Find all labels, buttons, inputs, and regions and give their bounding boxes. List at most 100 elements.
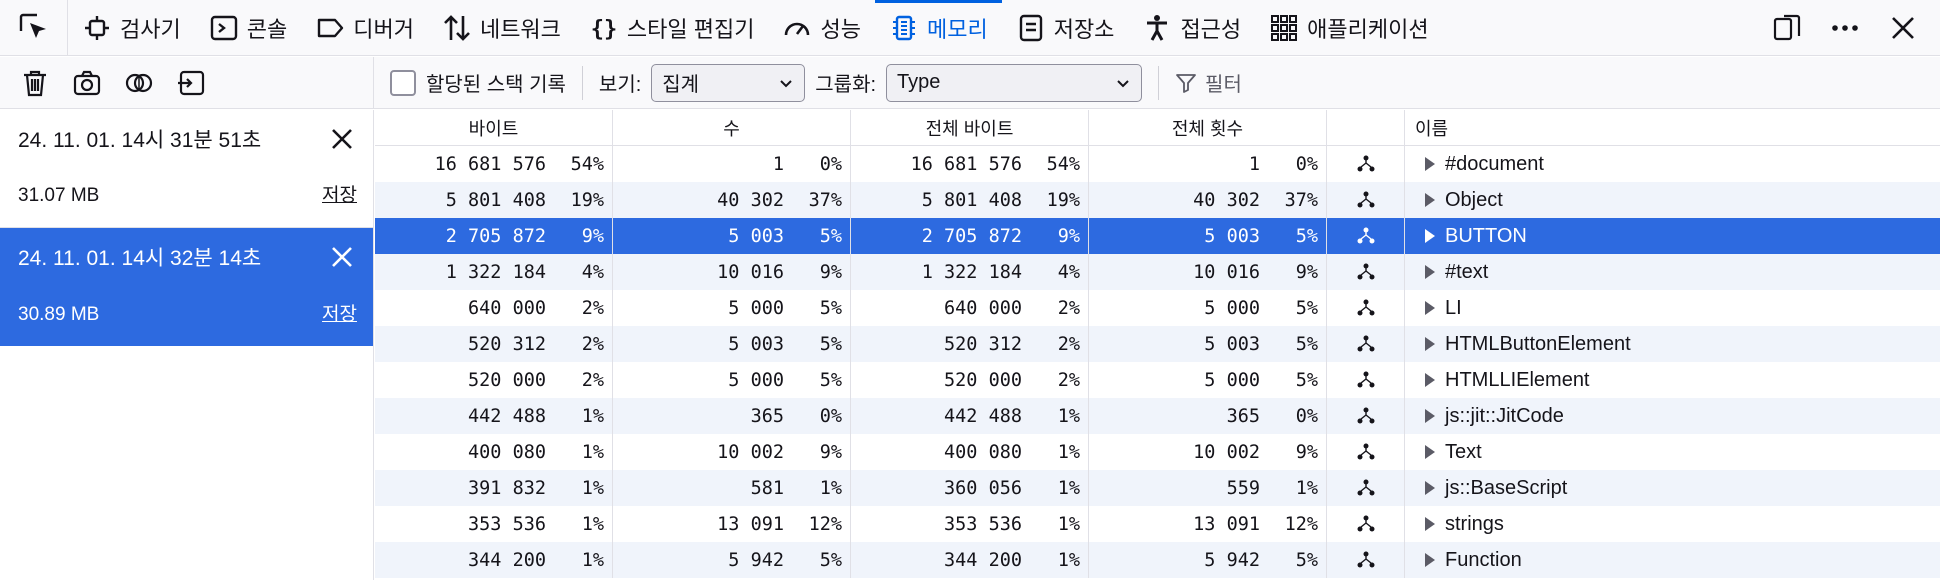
expand-triangle-icon[interactable] (1425, 373, 1435, 387)
tab-performance[interactable]: 성능 (768, 0, 874, 55)
dominator-tree-button[interactable] (1327, 434, 1405, 470)
dominator-tree-button[interactable] (1327, 398, 1405, 434)
cell-value: 391 832 (468, 477, 546, 499)
tab-inspector[interactable]: 검사기 (68, 0, 195, 55)
table-cell: 400 080 1% (375, 434, 613, 470)
dominator-tree-button[interactable] (1327, 146, 1405, 182)
view-select[interactable]: 집계 (651, 63, 806, 102)
expand-triangle-icon[interactable] (1425, 481, 1435, 495)
style-editor-icon: {} (591, 17, 618, 42)
dominator-tree-button[interactable] (1327, 218, 1405, 254)
cell-value: 40 302 (1193, 189, 1260, 211)
dominator-tree-button[interactable] (1327, 470, 1405, 506)
tab-console[interactable]: 콘솔 (195, 0, 301, 55)
column-header[interactable]: 전체 바이트 (851, 110, 1089, 145)
camera-icon[interactable] (72, 68, 102, 98)
expand-triangle-icon[interactable] (1425, 517, 1435, 531)
tab-style-editor[interactable]: {} 스타일 편집기 (575, 0, 769, 55)
column-header[interactable]: 이름 (1415, 118, 1449, 139)
dominators-icon (1357, 227, 1374, 244)
group-select[interactable]: Type (886, 63, 1143, 102)
table-cell: 353 536 1% (375, 506, 613, 542)
expand-triangle-icon[interactable] (1425, 229, 1435, 243)
table-row[interactable]: 400 080 1% 10 002 9% 400 080 1% 10 002 9% Text (375, 434, 1940, 470)
dominator-tree-button[interactable] (1327, 506, 1405, 542)
expand-triangle-icon[interactable] (1425, 157, 1435, 171)
table-row[interactable]: 2 705 872 9% 5 003 5% 2 705 872 9% 5 003 5% BUTT… (375, 218, 1940, 254)
tab-network[interactable]: 네트워크 (428, 0, 575, 55)
table-row[interactable]: 353 536 1% 13 091 12% 353 536 1% 13 091 12% stri… (375, 506, 1940, 542)
cell-percent: 5% (819, 225, 842, 247)
type-name-cell: BUTTON (1405, 218, 1940, 254)
more-options-icon[interactable] (1830, 13, 1860, 43)
column-header[interactable]: 전체 횟수 (1089, 110, 1327, 145)
expand-triangle-icon[interactable] (1425, 193, 1435, 207)
expand-triangle-icon[interactable] (1425, 409, 1435, 423)
filter-input[interactable]: 필터 (1175, 68, 1242, 97)
cell-percent: 2% (581, 333, 604, 355)
table-row[interactable]: 5 801 408 19% 40 302 37% 5 801 408 19% 40 302 3… (375, 182, 1940, 218)
tab-storage[interactable]: 저장소 (1002, 0, 1129, 55)
dock-side-icon[interactable] (1772, 13, 1802, 43)
devtools-toolbar: 검사기 콘솔 디버거 네트워크 {} 스타일 편집기 성능 메모리 저장소 (0, 0, 1940, 56)
save-link[interactable]: 저장 (322, 185, 357, 206)
column-header[interactable]: 수 (613, 110, 851, 145)
cell-percent: 2% (581, 369, 604, 391)
cell-value: 520 000 (944, 369, 1022, 391)
table-cell: 581 1% (613, 470, 851, 506)
tab-application[interactable]: 애플리케이션 (1255, 0, 1442, 55)
cell-value: 442 488 (468, 405, 546, 427)
table-row[interactable]: 520 312 2% 5 003 5% 520 312 2% 5 003 5% HTMLButt… (375, 326, 1940, 362)
expand-triangle-icon[interactable] (1425, 301, 1435, 315)
dominator-tree-button[interactable] (1327, 542, 1405, 578)
table-cell: 400 080 1% (851, 434, 1089, 470)
expand-triangle-icon[interactable] (1425, 553, 1435, 567)
expand-triangle-icon[interactable] (1425, 445, 1435, 459)
column-header[interactable]: 바이트 (375, 110, 613, 145)
snapshot-date: 24. 11. 01. 14시 32분 14초 (18, 247, 262, 270)
column-header (1327, 110, 1405, 145)
cell-value: 16 681 576 (910, 153, 1022, 175)
save-link[interactable]: 저장 (322, 304, 357, 325)
snapshot-item[interactable]: 24. 11. 01. 14시 31분 51초 31.07 MB 저장 (0, 110, 373, 228)
cell-value: 5 000 (1204, 369, 1260, 391)
table-row[interactable]: 442 488 1% 365 0% 442 488 1% 365 0% js::jit::Jit… (375, 398, 1940, 434)
table-cell: 16 681 576 54% (375, 146, 613, 182)
table-row[interactable]: 640 000 2% 5 000 5% 640 000 2% 5 000 5% LI (375, 290, 1940, 326)
tab-memory[interactable]: 메모리 (874, 0, 1002, 55)
table-row[interactable]: 16 681 576 54% 1 0% 16 681 576 54% 1 0% #documen… (375, 146, 1940, 182)
dominators-icon (1357, 443, 1374, 460)
record-stacks-checkbox[interactable] (390, 69, 416, 96)
cell-value: 353 536 (468, 513, 546, 535)
snapshot-item[interactable]: 24. 11. 01. 14시 32분 14초 30.89 MB 저장 (0, 228, 373, 346)
dominator-tree-button[interactable] (1327, 326, 1405, 362)
trash-icon[interactable] (20, 68, 50, 98)
expand-triangle-icon[interactable] (1425, 265, 1435, 279)
table-cell: 40 302 37% (613, 182, 851, 218)
dominator-tree-button[interactable] (1327, 362, 1405, 398)
close-icon[interactable] (329, 244, 355, 270)
dominator-tree-button[interactable] (1327, 290, 1405, 326)
table-row[interactable]: 1 322 184 4% 10 016 9% 1 322 184 4% 10 016 9% #t… (375, 254, 1940, 290)
table-row[interactable]: 391 832 1% 581 1% 360 056 1% 559 1% js::BaseScri… (375, 470, 1940, 506)
dominator-tree-button[interactable] (1327, 182, 1405, 218)
table-row[interactable]: 344 200 1% 5 942 5% 344 200 1% 5 942 5% Function (375, 542, 1940, 578)
diff-snapshots-icon[interactable] (124, 68, 154, 98)
close-devtools-icon[interactable] (1888, 13, 1918, 43)
element-picker-button[interactable] (0, 0, 68, 55)
table-row[interactable]: 520 000 2% 5 000 5% 520 000 2% 5 000 5% HTMLLIEl… (375, 362, 1940, 398)
cell-value: 640 000 (468, 297, 546, 319)
expand-triangle-icon[interactable] (1425, 337, 1435, 351)
tab-accessibility[interactable]: 접근성 (1128, 0, 1255, 55)
dominator-tree-button[interactable] (1327, 254, 1405, 290)
import-snapshot-icon[interactable] (176, 68, 206, 98)
tab-debugger[interactable]: 디버거 (301, 0, 428, 55)
console-icon (210, 15, 237, 40)
snapshot-size: 30.89 MB (18, 304, 100, 325)
type-name-cell: LI (1405, 290, 1940, 326)
cell-value: 640 000 (944, 297, 1022, 319)
tab-label: 디버거 (353, 16, 414, 42)
close-icon[interactable] (329, 126, 355, 152)
tool-tabs: 검사기 콘솔 디버거 네트워크 {} 스타일 편집기 성능 메모리 저장소 (68, 0, 1772, 55)
cell-percent: 1% (1057, 549, 1080, 571)
